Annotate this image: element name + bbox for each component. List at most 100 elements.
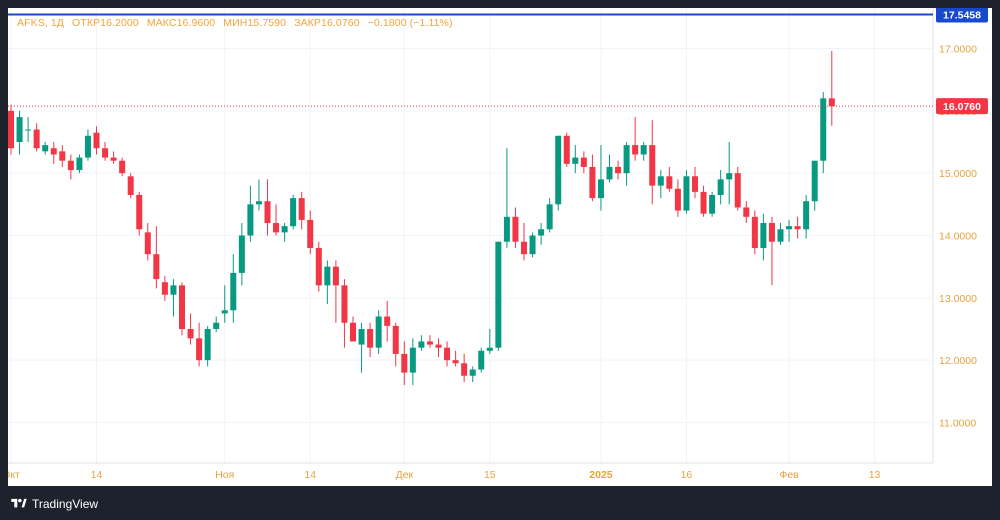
candle-body [726, 173, 733, 180]
time-axis-label: Дек [396, 469, 414, 481]
candle-body [444, 347, 451, 361]
time-axis-label: 16 [681, 469, 693, 481]
candle-body [734, 173, 741, 208]
candle-body [187, 328, 194, 339]
candle-body [298, 198, 305, 220]
candle-body [153, 254, 160, 280]
candle-body [350, 322, 356, 342]
candle-body [264, 201, 271, 224]
candle-body [119, 160, 126, 174]
chart-panel[interactable]: 11.000012.000013.000014.000015.000016.00… [8, 8, 992, 486]
time-axis-label: Фев [779, 469, 799, 481]
candle-body [538, 229, 545, 236]
price-axis-label: 14.0000 [939, 231, 977, 243]
candle-body [102, 148, 109, 158]
candle-body [33, 129, 40, 149]
candle-body [247, 204, 254, 236]
high-value: МАКС16.9600 [146, 17, 216, 29]
candle-body [307, 219, 314, 248]
candle-body [503, 216, 510, 242]
candle-body [717, 179, 724, 195]
candle-body [529, 235, 536, 255]
candle-body [144, 232, 151, 255]
candle-body [657, 176, 664, 186]
candle-body [521, 241, 527, 255]
candle-body [375, 316, 382, 348]
candle-body [640, 145, 647, 155]
candle-body [828, 98, 835, 107]
candle-body [76, 157, 83, 171]
candle-body [93, 132, 100, 149]
time-axis-label: Ноя [215, 469, 234, 481]
time-axis-label: 13 [869, 469, 881, 481]
candle-body [324, 266, 331, 286]
candle-body [811, 160, 818, 202]
candle-body [452, 360, 459, 364]
candle-body [136, 194, 143, 230]
candle-body [290, 198, 297, 227]
candle-body [435, 344, 442, 348]
candle-body [751, 216, 758, 248]
price-axis-label: 17.0000 [939, 44, 977, 56]
tradingview-logo-icon[interactable] [10, 498, 28, 510]
candle-body [204, 328, 211, 361]
candle-body [580, 157, 587, 167]
candle-body [683, 176, 690, 211]
candle-body [794, 226, 801, 230]
candlestick-chart[interactable]: 11.000012.000013.000014.000015.000016.00… [8, 8, 992, 486]
candle-body [803, 201, 810, 230]
candle-body [666, 176, 673, 189]
candle-body [315, 247, 322, 286]
candle-body [606, 166, 613, 180]
candle-body [25, 129, 32, 131]
last-price-label: 16.0760 [943, 101, 981, 113]
time-axis-label: Окт [8, 469, 20, 481]
price-axis-label: 11.0000 [939, 417, 976, 429]
candle-body [777, 229, 784, 242]
candle-body [820, 98, 827, 161]
candle-body [8, 110, 14, 149]
candle-body [230, 272, 237, 311]
candle-body [341, 285, 348, 323]
candle-body [179, 285, 185, 329]
candle-body [623, 145, 630, 174]
candle-body [213, 322, 220, 329]
tradingview-brand[interactable]: TradingView [32, 497, 99, 511]
candle-body [384, 316, 391, 326]
level-label-box [936, 8, 988, 23]
price-axis-label: 13.0000 [939, 293, 977, 305]
candle-body [238, 235, 245, 273]
price-axis-label: 12.0000 [939, 355, 977, 367]
candle-body [161, 282, 168, 295]
last-price-box [936, 98, 988, 115]
footer: TradingView [10, 493, 98, 515]
candle-body [16, 117, 23, 143]
candle-body [42, 145, 49, 152]
symbol-ticker[interactable]: AFKS, 1Д [17, 17, 65, 29]
candle-body [196, 338, 203, 361]
candle-body [563, 135, 570, 164]
candle-body [50, 148, 57, 155]
candle-body [512, 216, 519, 242]
candle-body [392, 325, 399, 354]
candle-body [255, 201, 262, 205]
candle-body [426, 341, 433, 345]
candle-body [743, 207, 750, 217]
level-label: 17.5458 [943, 9, 981, 21]
candle-body [281, 226, 288, 233]
time-axis-label: 2025 [589, 469, 613, 481]
open-value: ОТКР16.2000 [72, 17, 139, 29]
symbol-legend: AFKS, 1Д ОТКР16.2000 МАКС16.9600 МИН15.7… [17, 17, 458, 29]
candle-body [546, 204, 553, 230]
candle-body [495, 241, 502, 348]
low-value: МИН15.7590 [223, 17, 287, 29]
candle-body [367, 328, 374, 348]
candle-body [59, 151, 66, 161]
candle-body [221, 310, 228, 314]
candle-body [649, 145, 656, 186]
candle-body [469, 369, 476, 376]
candle-body [589, 166, 596, 199]
candle-body [486, 347, 493, 351]
candle-body [632, 145, 639, 155]
